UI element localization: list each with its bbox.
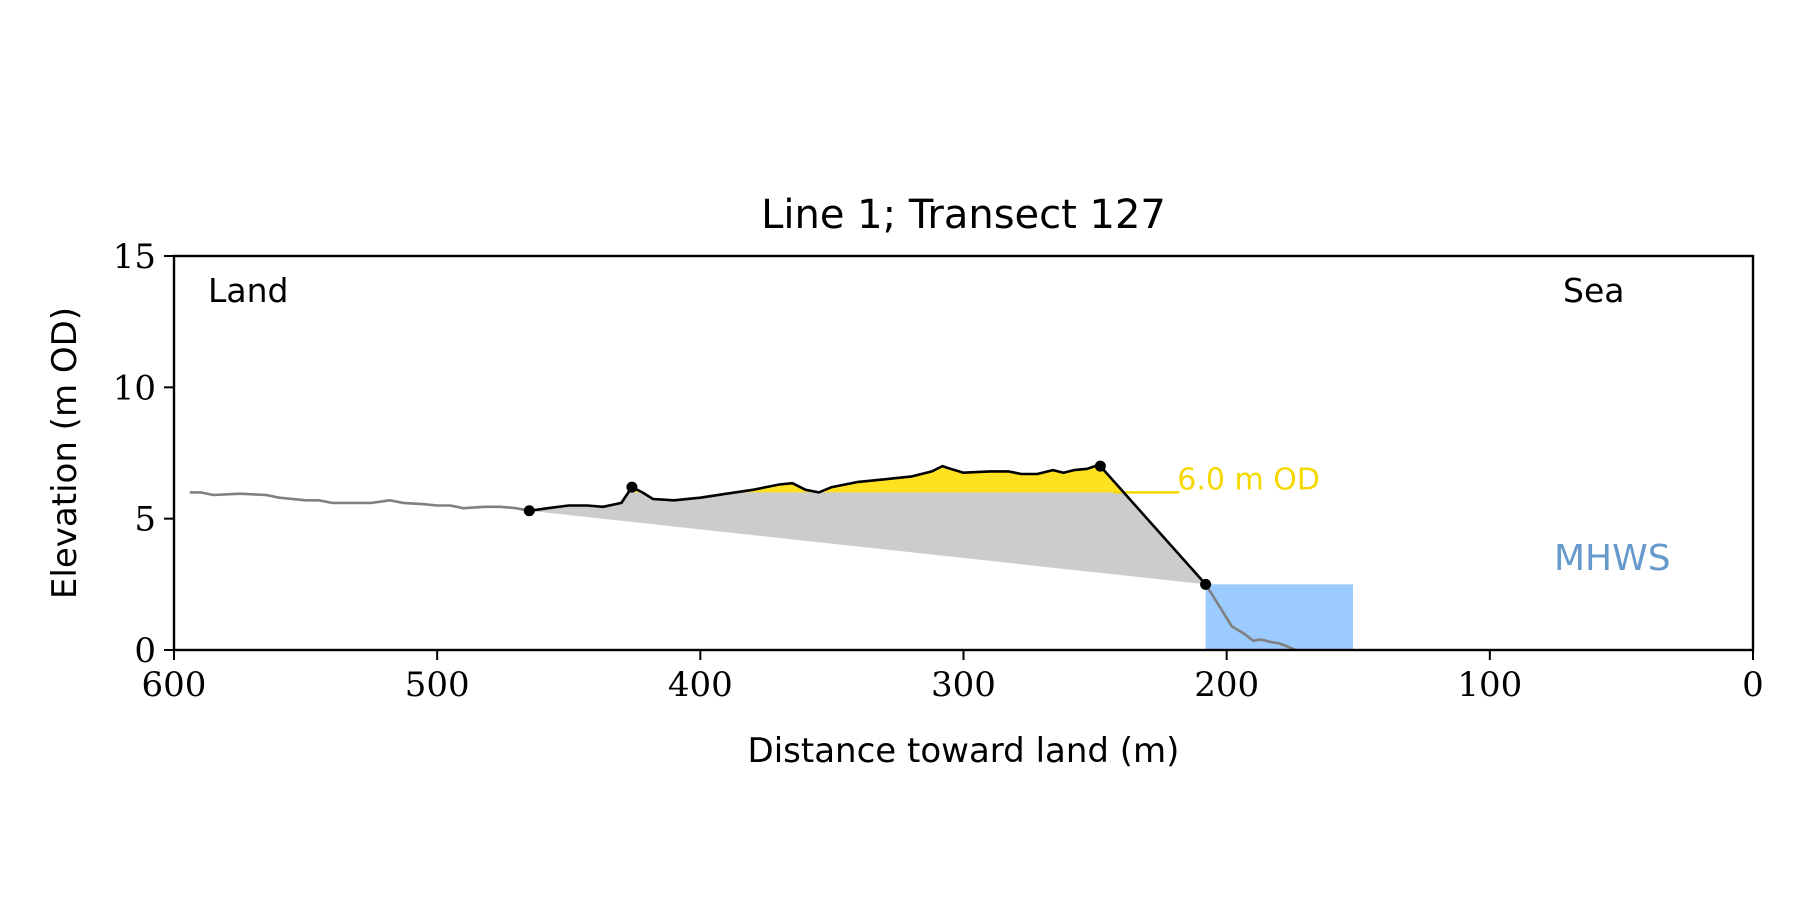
x-tick-label: 200 (1194, 665, 1259, 705)
profile-key-point (1094, 460, 1106, 472)
mhws-label: MHWS (1554, 538, 1671, 579)
beach-profile-line (1204, 583, 1296, 652)
landward-profile-line (189, 491, 530, 513)
y-axis-label: Elevation (m OD) (45, 307, 85, 599)
x-axis-label: Distance toward land (m) (748, 731, 1180, 771)
x-tick-label: 100 (1457, 665, 1522, 705)
mhws-fill (1205, 584, 1353, 650)
dune-profile-line (529, 464, 1101, 513)
x-tick-label: 400 (668, 665, 733, 705)
x-tick-label: 500 (405, 665, 470, 705)
profile-key-point (626, 481, 638, 493)
profile-key-point (523, 505, 535, 517)
x-tick-label: 300 (931, 665, 996, 705)
od-level-label: 6.0 m OD (1177, 462, 1320, 497)
land-label: Land (208, 271, 288, 310)
volume-fill-below (529, 466, 1206, 585)
sea-label: Sea (1563, 271, 1624, 310)
x-tick-label: 0 (1742, 665, 1764, 705)
y-tick-label: 5 (134, 500, 156, 540)
y-tick-label: 10 (113, 368, 156, 408)
x-tick-label: 600 (142, 665, 207, 705)
chart-title: Line 1; Transect 127 (761, 192, 1166, 238)
profile-key-point (1200, 578, 1212, 590)
y-tick-label: 0 (134, 631, 156, 671)
dune-front-face-line (1099, 465, 1207, 586)
plot-frame (172, 254, 1755, 652)
y-tick-label: 15 (113, 237, 156, 277)
